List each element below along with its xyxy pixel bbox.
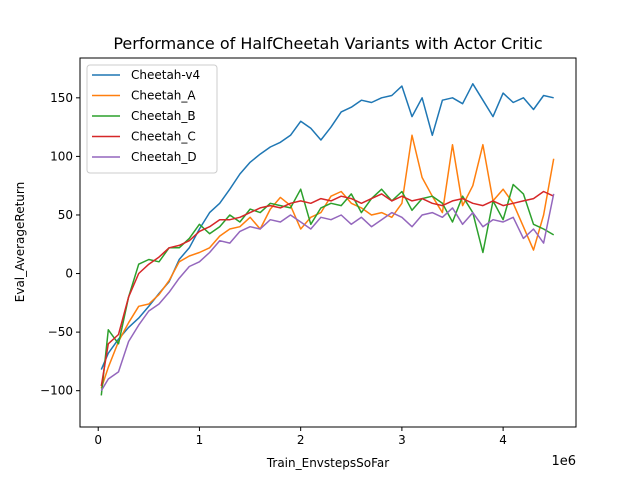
series-line-cheetah-c [100, 190, 555, 387]
series-layer [100, 83, 555, 396]
y-tick-label: −50 [48, 325, 73, 339]
legend-label-cheetah-a: Cheetah_A [131, 89, 196, 103]
y-tick-label: 0 [65, 267, 73, 281]
legend: Cheetah-v4 Cheetah_A Cheetah_B Cheetah_C Che… [86, 64, 218, 174]
x-tick-label: 2 [297, 433, 305, 447]
x-axis-label: Train_EnvstepsSoFar [266, 456, 389, 470]
axes-frame [79, 57, 577, 428]
legend-label-cheetah-c: Cheetah_C [131, 130, 196, 144]
y-tick-label: 100 [50, 149, 73, 163]
x-tick-label: 3 [398, 433, 406, 447]
x-axis: 0 1 2 3 4 [94, 427, 507, 447]
y-axis: −100 −50 0 50 100 150 [40, 91, 80, 398]
series-line-cheetah-d [100, 193, 555, 392]
y-tick-label: 50 [58, 208, 73, 222]
y-tick-label: 150 [50, 91, 73, 105]
legend-label-cheetah-v4: Cheetah-v4 [131, 68, 200, 82]
series-line-cheetah-b [100, 183, 555, 396]
x-axis-offset-label: 1e6 [551, 454, 576, 469]
series-line-cheetah-a [100, 134, 555, 389]
x-tick-label: 1 [196, 433, 204, 447]
chart-title: Performance of HalfCheetah Variants with… [113, 34, 542, 53]
legend-label-cheetah-d: Cheetah_D [131, 150, 197, 164]
legend-label-cheetah-b: Cheetah_B [131, 109, 196, 123]
y-axis-label: Eval_AverageReturn [13, 182, 27, 302]
x-tick-label: 0 [94, 433, 102, 447]
plot-area [79, 57, 577, 428]
legend-box [86, 64, 218, 174]
y-tick-label: −100 [40, 384, 73, 398]
x-tick-label: 4 [499, 433, 507, 447]
